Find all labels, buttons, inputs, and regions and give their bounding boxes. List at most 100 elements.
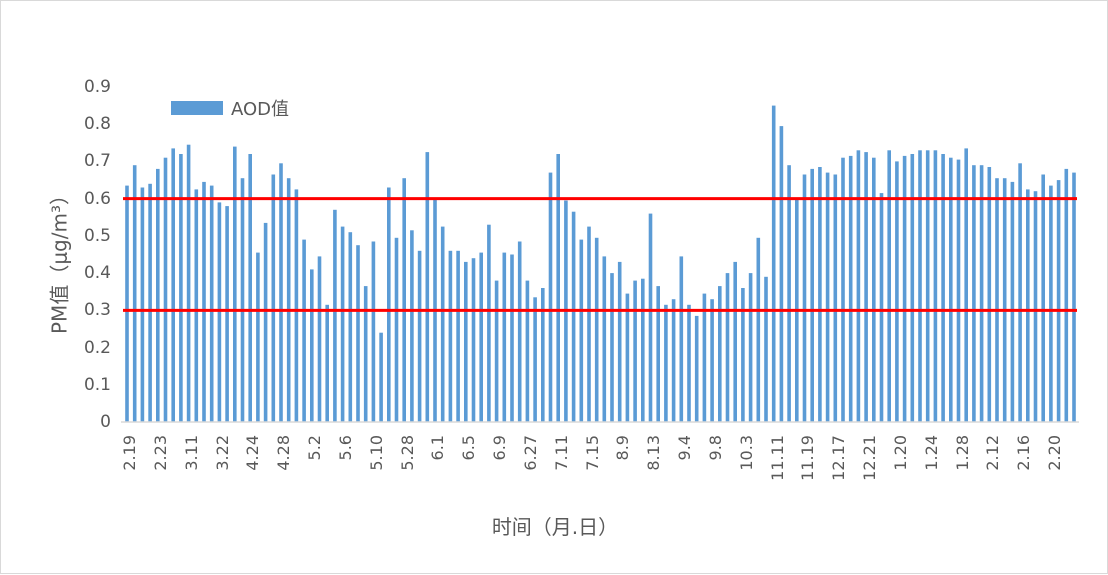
- bar: [702, 293, 707, 422]
- bar: [194, 189, 199, 422]
- bar: [964, 148, 968, 422]
- bar: [571, 211, 576, 422]
- bar: [479, 252, 483, 422]
- bar: [887, 150, 891, 423]
- bar: [756, 237, 761, 423]
- bar: [425, 152, 430, 422]
- bar: [941, 154, 945, 422]
- bar: [348, 232, 353, 422]
- y-tick-label: 0.4: [83, 263, 111, 284]
- bar: [779, 126, 784, 422]
- bar: [617, 261, 622, 422]
- bar: [771, 105, 776, 422]
- bar: [987, 167, 992, 422]
- legend-label: AOD值: [231, 99, 290, 120]
- bar: [548, 172, 553, 422]
- bar: [895, 161, 899, 422]
- x-tick-label: 2.12: [983, 435, 1003, 471]
- bar: [648, 213, 653, 422]
- bar: [156, 168, 160, 422]
- bar: [148, 183, 152, 422]
- bar: [233, 146, 237, 422]
- y-tick-label: 0.3: [83, 300, 111, 321]
- bar: [825, 172, 830, 422]
- bar: [687, 304, 691, 423]
- bar: [1002, 178, 1007, 422]
- x-tick-label: 4.24: [243, 435, 263, 471]
- x-tick-label: 9.4: [675, 435, 694, 461]
- bar: [879, 193, 884, 422]
- bar: [810, 168, 814, 422]
- bar: [633, 280, 637, 422]
- bar: [379, 332, 383, 422]
- bar: [132, 165, 137, 422]
- y-tick-label: 0.2: [83, 337, 111, 358]
- bar: [186, 144, 191, 422]
- x-tick-label: 6.5: [459, 435, 479, 461]
- bar: [410, 230, 414, 422]
- bar: [340, 226, 345, 422]
- bar: [656, 286, 660, 422]
- bar: [579, 239, 584, 422]
- x-tick-label: 2.16: [1014, 435, 1034, 471]
- x-tick-label: 7.11: [551, 435, 571, 471]
- x-tick-label: 6.9: [490, 435, 509, 461]
- x-axis-title: 时间（月.日）: [491, 515, 619, 539]
- bar: [171, 148, 175, 422]
- bar: [864, 152, 868, 422]
- bar: [510, 254, 514, 422]
- bar: [1010, 181, 1015, 422]
- bar: [464, 261, 468, 422]
- bar: [725, 273, 730, 422]
- bar: [387, 187, 391, 422]
- bar: [972, 165, 976, 422]
- bar: [456, 250, 460, 422]
- bar: [240, 178, 245, 422]
- bar: [402, 178, 406, 422]
- bar: [125, 185, 129, 422]
- bar: [417, 250, 422, 422]
- bar: [1041, 174, 1045, 422]
- bar: [302, 239, 306, 422]
- bar: [841, 157, 845, 422]
- x-tick-label: 3.22: [212, 435, 232, 471]
- bar: [902, 155, 907, 422]
- bar: [163, 157, 168, 422]
- bar: [310, 269, 314, 422]
- bar: [594, 237, 599, 423]
- bar: [517, 241, 522, 422]
- bar: [610, 273, 614, 422]
- bar: [679, 256, 684, 422]
- bar: [787, 165, 791, 422]
- bar: [1026, 189, 1030, 422]
- legend-swatch: [171, 101, 223, 115]
- bar: [533, 297, 537, 422]
- bar: [394, 237, 399, 423]
- bar: [602, 256, 607, 422]
- x-tick-label: 9.8: [705, 435, 725, 461]
- legend: AOD值: [171, 95, 289, 121]
- bar: [664, 304, 668, 423]
- bar: [502, 252, 507, 422]
- bar: [856, 150, 861, 423]
- bar: [294, 189, 299, 422]
- bar: [140, 187, 145, 422]
- bar: [286, 178, 291, 422]
- bar: [979, 165, 984, 422]
- bar: [556, 154, 560, 422]
- bar: [733, 261, 737, 422]
- bar: [694, 315, 699, 422]
- bar: [718, 286, 722, 422]
- x-tick-label: 5.2: [305, 435, 324, 461]
- bar: [279, 163, 283, 423]
- bar: [748, 273, 753, 422]
- x-tick-label: 3.11: [181, 435, 201, 471]
- bar: [671, 299, 676, 422]
- y-tick-label: 0.5: [83, 225, 111, 246]
- bar: [263, 222, 268, 422]
- bar: [541, 288, 545, 422]
- bar: [471, 258, 476, 422]
- bar: [1033, 191, 1038, 422]
